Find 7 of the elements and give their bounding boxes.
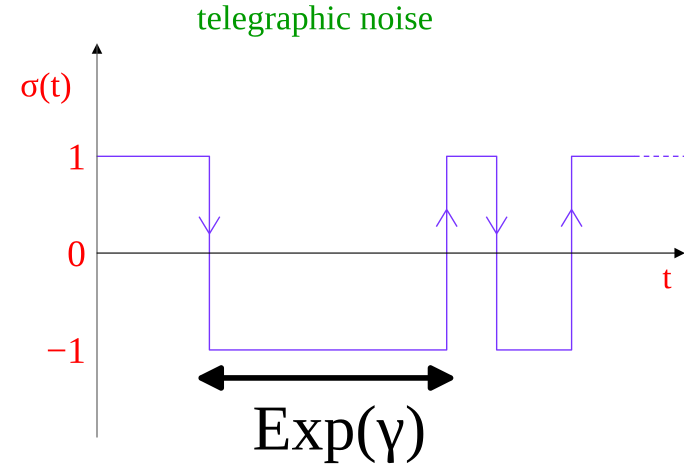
y-tick-label: −1 <box>48 338 84 363</box>
chart-title: telegraphic noise <box>197 5 432 37</box>
annotation: Exp(γ) <box>254 405 424 464</box>
y-tick-label: 0 <box>68 241 84 266</box>
y-axis-title: σ(t) <box>22 72 70 104</box>
y-tick-label: 1 <box>70 144 84 170</box>
x-axis-title: t <box>662 269 672 289</box>
